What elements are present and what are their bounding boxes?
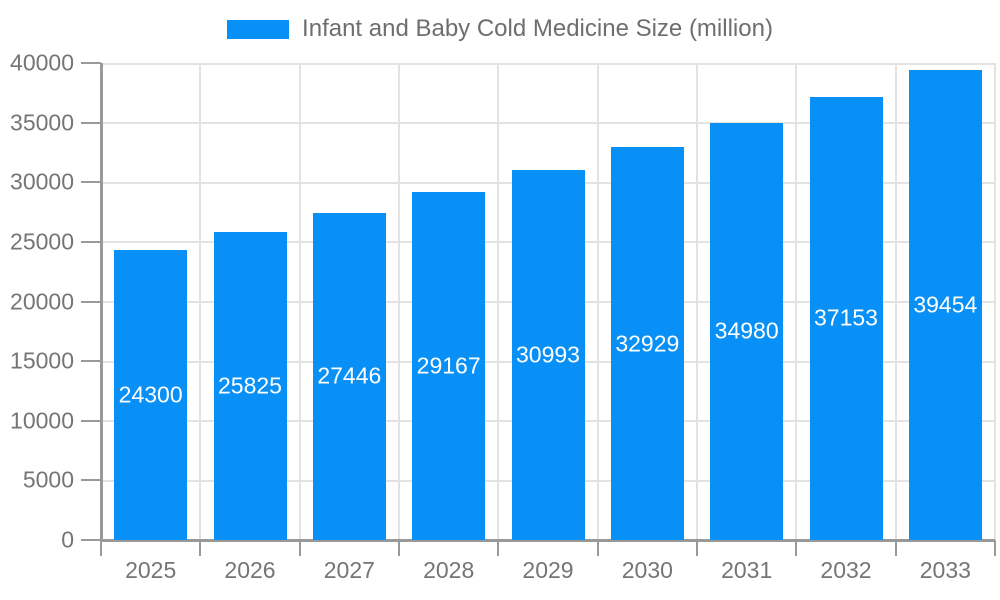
gridline-horizontal <box>101 62 995 65</box>
x-axis-tick <box>596 540 599 556</box>
bar[interactable] <box>114 250 188 540</box>
x-axis-tick <box>795 540 798 556</box>
x-axis-tick-label: 2025 <box>125 557 177 583</box>
x-axis-tick <box>497 540 500 556</box>
bar[interactable] <box>610 147 684 540</box>
legend[interactable]: Infant and Baby Cold Medicine Size (mill… <box>0 14 1000 44</box>
x-axis-tick-label: 2030 <box>621 557 673 583</box>
x-axis-tick <box>100 540 102 556</box>
bar-value-label: 29167 <box>416 352 481 379</box>
x-axis-tick <box>994 540 996 556</box>
legend-swatch[interactable] <box>227 19 290 39</box>
x-axis-tick <box>398 540 400 556</box>
y-axis-tick-label: 35000 <box>10 109 74 136</box>
gridline-vertical <box>497 63 500 540</box>
gridline-vertical <box>994 63 996 540</box>
gridline-vertical <box>894 63 897 540</box>
legend-label[interactable]: Infant and Baby Cold Medicine Size (mill… <box>302 15 773 42</box>
y-axis-tick-label: 15000 <box>10 347 74 374</box>
x-axis-tick-label: 2029 <box>522 557 574 583</box>
bar-value-label: 32929 <box>615 330 680 357</box>
gridline-vertical <box>398 63 400 540</box>
y-axis-tick <box>81 300 101 303</box>
bar-value-label: 27446 <box>317 362 382 389</box>
x-axis-tick-label: 2032 <box>820 557 872 583</box>
x-axis-tick <box>199 540 202 556</box>
gridline-vertical <box>596 63 599 540</box>
bar[interactable] <box>908 69 982 540</box>
bar[interactable] <box>710 122 784 540</box>
gridline-horizontal <box>101 122 995 125</box>
gridline-vertical <box>795 63 798 540</box>
bar-value-label: 34980 <box>714 317 779 344</box>
y-axis-tick <box>81 121 101 124</box>
x-axis-tick-label: 2026 <box>224 557 276 583</box>
bar-value-label: 25825 <box>218 372 282 399</box>
y-axis-tick-label: 20000 <box>10 288 74 314</box>
y-axis-tick-label: 30000 <box>10 168 74 195</box>
y-axis-tick <box>81 240 101 243</box>
bar[interactable] <box>412 192 486 540</box>
x-axis-tick-label: 2028 <box>423 557 475 583</box>
y-axis-tick-label: 25000 <box>10 228 74 255</box>
bar-value-label: 30993 <box>516 341 580 368</box>
bar-value-label: 24300 <box>118 381 183 408</box>
x-axis-tick <box>696 540 698 556</box>
bar[interactable] <box>511 170 585 540</box>
y-axis-line <box>99 63 103 540</box>
y-axis-tick <box>81 419 101 422</box>
gridline-vertical <box>298 63 301 540</box>
bar[interactable] <box>809 96 883 540</box>
y-axis-tick <box>81 360 101 363</box>
y-axis-tick <box>81 62 101 64</box>
y-axis-tick-label: 40000 <box>10 49 74 76</box>
gridline-vertical <box>199 63 202 540</box>
y-axis-tick <box>81 479 101 482</box>
x-axis-tick <box>894 540 897 556</box>
x-axis-tick-label: 2027 <box>323 557 375 583</box>
x-axis-tick-label: 2033 <box>919 557 971 583</box>
x-axis-tick <box>298 540 301 556</box>
y-axis-tick-label: 0 <box>61 526 74 553</box>
x-axis-line <box>101 538 995 542</box>
y-axis-tick-label: 5000 <box>22 466 74 493</box>
gridline-vertical <box>696 63 698 540</box>
bar-value-label: 39454 <box>913 291 978 318</box>
bar-value-label: 37153 <box>814 304 878 331</box>
y-axis-tick <box>81 181 101 184</box>
y-axis-tick-label: 10000 <box>10 407 74 434</box>
x-axis-tick-label: 2031 <box>721 557 773 583</box>
y-axis-tick <box>81 539 101 541</box>
bar[interactable] <box>312 212 386 540</box>
bar[interactable] <box>213 232 287 540</box>
